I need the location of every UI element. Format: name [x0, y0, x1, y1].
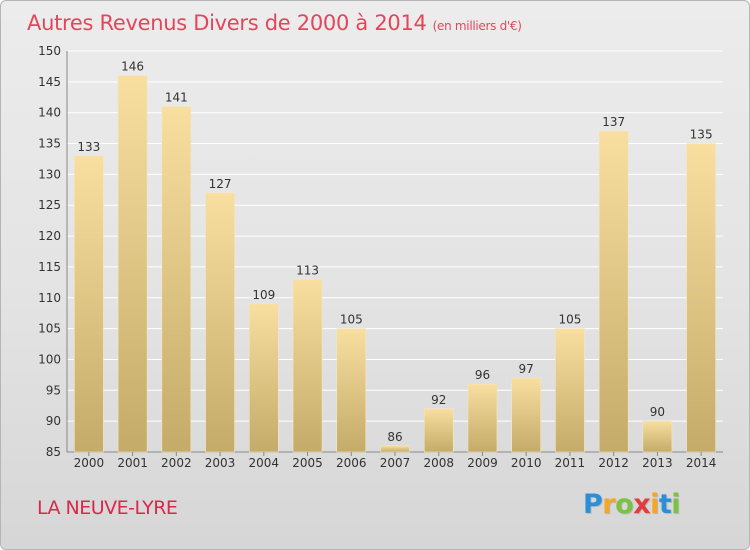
y-tick-label: 85 — [46, 445, 61, 459]
bar — [511, 377, 542, 453]
data-label: 146 — [121, 60, 144, 74]
bar-chart: 85 90 95 100 105 110 115 120 125 130 135 140 145 150 1… — [38, 44, 723, 470]
bar — [74, 155, 104, 453]
data-label: 127 — [209, 177, 232, 191]
logo-letter: i — [650, 489, 659, 520]
x-tick-label: 2009 — [467, 456, 498, 470]
x-tick-label: 2013 — [642, 456, 673, 470]
logo-letter: r — [602, 489, 616, 520]
proxiti-logo: Proxiti — [583, 489, 681, 520]
logo-letter: o — [615, 489, 634, 520]
data-label: 141 — [165, 91, 188, 105]
x-tick-label: 2006 — [336, 456, 367, 470]
data-label: 137 — [602, 115, 625, 129]
x-tick-label: 2001 — [117, 456, 148, 470]
bar — [467, 383, 498, 453]
logo-letter: t — [658, 489, 672, 520]
data-label: 135 — [690, 128, 713, 142]
chart-title: Autres Revenus Divers de 2000 à 2014 (en … — [27, 11, 522, 35]
data-label: 109 — [252, 288, 275, 302]
y-tick-label: 105 — [38, 322, 61, 336]
y-tick-label: 140 — [38, 106, 61, 120]
bar — [336, 328, 367, 453]
bar — [292, 278, 323, 453]
y-tick-label: 145 — [38, 75, 61, 89]
data-label: 96 — [475, 368, 490, 382]
y-tick-label: 135 — [38, 137, 61, 151]
data-label: 97 — [519, 362, 534, 376]
y-tick-label: 110 — [38, 291, 61, 305]
x-tick-label: 2007 — [380, 456, 411, 470]
x-tick-label: 2011 — [555, 456, 586, 470]
bar — [205, 192, 235, 453]
y-tick-label: 100 — [38, 352, 61, 366]
y-tick-label: 125 — [38, 198, 61, 212]
x-tick-label: 2004 — [249, 456, 280, 470]
data-label: 133 — [77, 140, 100, 154]
data-label: 92 — [431, 393, 446, 407]
y-tick-label: 115 — [38, 260, 61, 274]
data-label: 90 — [650, 405, 665, 419]
x-tick-label: 2000 — [74, 456, 105, 470]
bar — [686, 143, 716, 453]
bar — [423, 408, 454, 453]
y-tick-label: 95 — [46, 383, 61, 397]
bar — [249, 303, 279, 453]
bar — [598, 130, 629, 453]
y-tick-label: 90 — [46, 414, 61, 428]
x-tick-label: 2008 — [423, 456, 454, 470]
y-tick-label: 120 — [38, 229, 61, 243]
x-tick-label: 2010 — [511, 456, 542, 470]
bar — [555, 328, 585, 453]
data-label: 86 — [387, 430, 402, 444]
chart-title-text: Autres Revenus Divers de 2000 à 2014 — [27, 11, 427, 35]
x-tick-label: 2014 — [686, 456, 717, 470]
x-tick-label: 2003 — [205, 456, 236, 470]
data-label: 105 — [340, 313, 363, 327]
bar — [380, 445, 410, 453]
data-label: 113 — [296, 263, 319, 277]
y-tick-label: 130 — [38, 167, 61, 181]
bar — [161, 106, 192, 453]
data-label: 105 — [558, 313, 581, 327]
logo-letter: i — [671, 489, 681, 520]
chart-unit: (en milliers d'€) — [432, 19, 522, 33]
x-tick-label: 2002 — [161, 456, 192, 470]
x-tick-label: 2005 — [292, 456, 323, 470]
logo-letter: x — [633, 489, 651, 520]
bar — [117, 75, 148, 453]
bar — [642, 420, 673, 453]
logo-letter: P — [583, 489, 603, 520]
x-tick-label: 2012 — [598, 456, 629, 470]
city-name: LA NEUVE-LYRE — [37, 497, 178, 519]
y-tick-label: 150 — [38, 44, 61, 58]
